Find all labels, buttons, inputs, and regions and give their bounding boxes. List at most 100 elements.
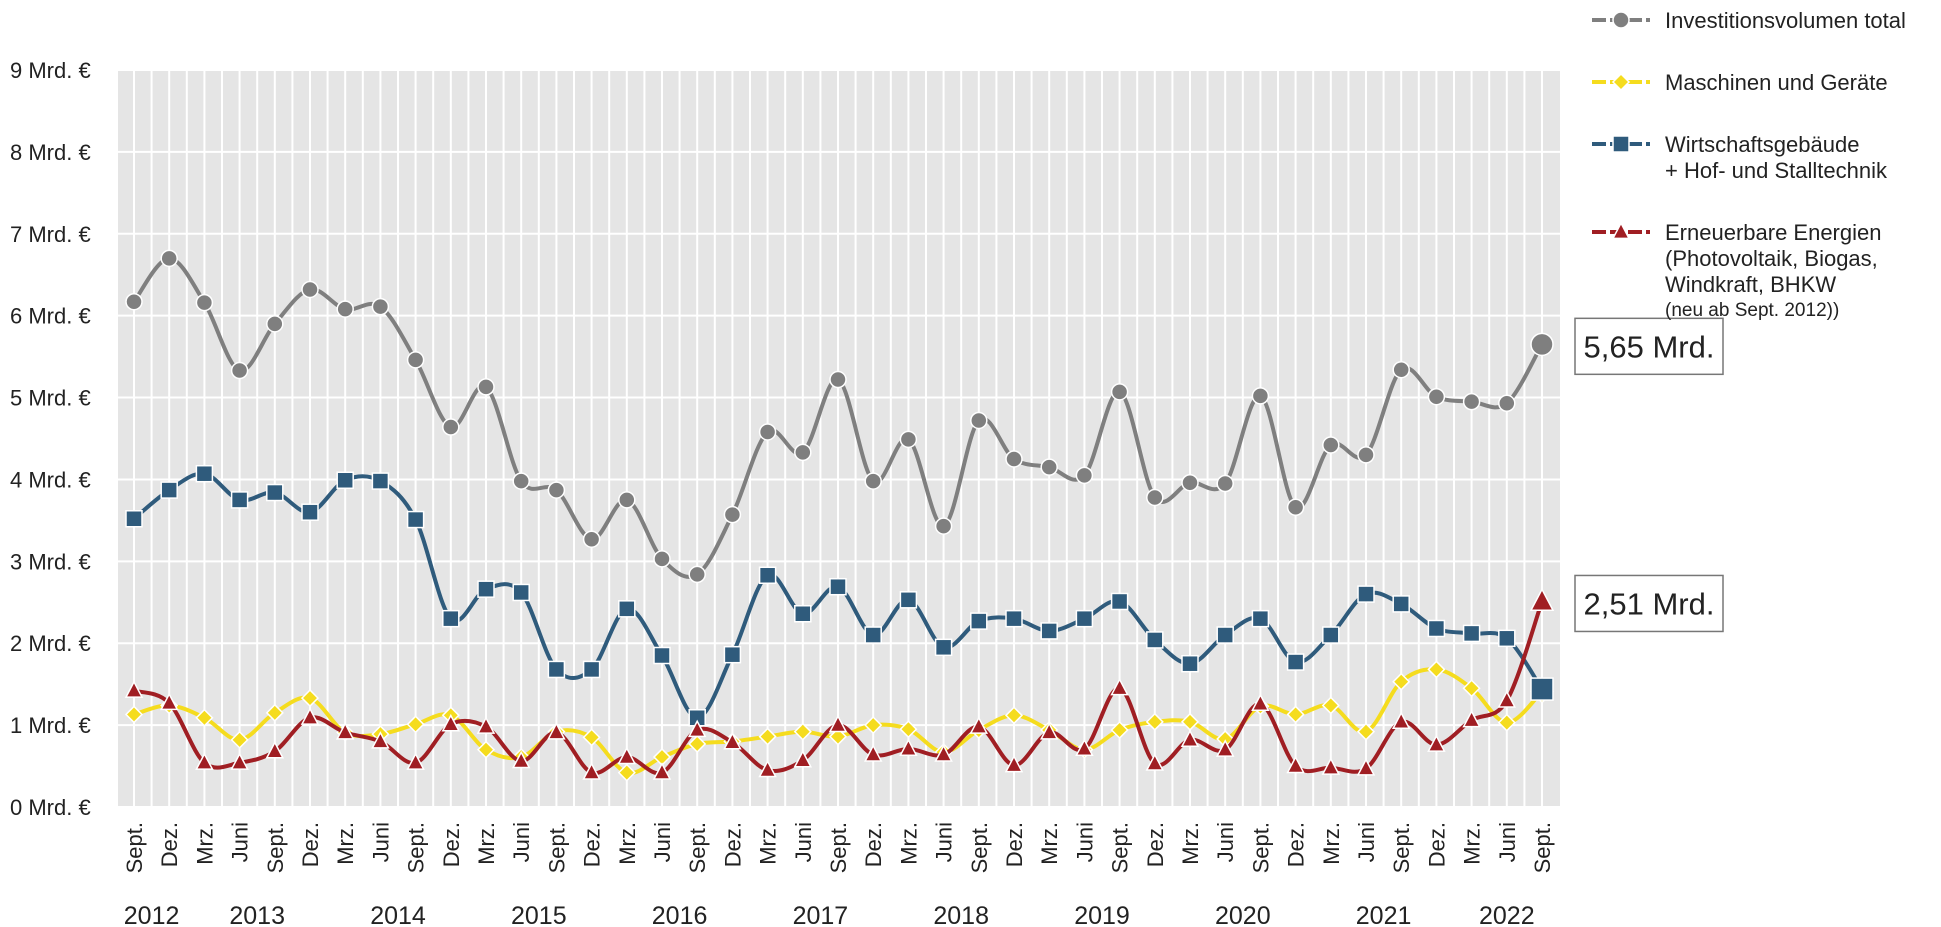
data-point	[863, 744, 883, 762]
data-point	[442, 609, 460, 628]
data-point	[406, 715, 425, 734]
data-point	[829, 577, 847, 596]
x-tick-label: Dez.	[720, 822, 745, 867]
data-point	[230, 361, 249, 380]
data-point	[1180, 729, 1200, 748]
data-point	[618, 600, 636, 618]
data-point	[1251, 693, 1270, 711]
data-point	[1392, 360, 1410, 379]
x-tick-label: Sept.	[122, 822, 147, 873]
data-point	[547, 722, 566, 740]
x-tick-label: Dez.	[298, 822, 323, 867]
data-point	[1110, 677, 1129, 696]
x-tick-label: Mrz.	[474, 822, 499, 865]
data-point	[442, 418, 460, 436]
data-point	[371, 472, 390, 490]
data-point	[934, 517, 953, 535]
data-point	[618, 491, 636, 509]
year-label: 2016	[652, 902, 708, 927]
data-point	[1110, 720, 1129, 740]
data-point	[266, 483, 284, 502]
data-point	[1321, 696, 1340, 715]
data-point	[582, 660, 601, 679]
data-point	[1286, 755, 1305, 774]
value-label: 5,65 Mrd.	[1584, 329, 1715, 364]
data-point	[195, 293, 214, 312]
x-tick-label: Dez.	[1424, 822, 1449, 867]
x-tick-label: Dez.	[439, 822, 464, 867]
x-tick-label: Mrz.	[1178, 822, 1203, 865]
data-point	[301, 503, 319, 521]
data-point	[1286, 498, 1305, 517]
data-point	[1075, 466, 1094, 485]
data-point	[300, 707, 320, 725]
data-point	[1004, 706, 1024, 725]
data-point	[1181, 473, 1199, 492]
data-point	[1322, 626, 1340, 644]
x-tick-label: Sept.	[685, 822, 710, 873]
x-tick-label: Dez.	[1002, 822, 1027, 867]
year-label: 2019	[1074, 902, 1130, 927]
data-point	[547, 660, 566, 679]
legend-marker	[1612, 135, 1630, 153]
data-point	[1110, 383, 1129, 401]
data-point	[899, 738, 918, 757]
data-point	[1498, 629, 1516, 648]
y-tick-label: 0 Mrd. €	[10, 795, 91, 820]
data-point	[1427, 660, 1446, 679]
year-label: 2018	[933, 902, 989, 927]
data-point	[371, 731, 390, 749]
data-point	[582, 762, 601, 780]
data-point	[828, 727, 848, 746]
x-tick-label: Juni	[368, 822, 393, 862]
x-tick-label: Sept.	[826, 822, 851, 873]
y-tick-label: 9 Mrd. €	[10, 58, 91, 83]
x-tick-label: Dez.	[861, 822, 886, 867]
data-point	[829, 370, 847, 389]
x-tick-label: Mrz.	[896, 822, 921, 865]
y-tick-label: 2 Mrd. €	[10, 631, 91, 656]
annotation-box	[1574, 317, 1724, 376]
data-point	[653, 646, 671, 665]
data-point	[969, 716, 989, 734]
y-tick-label: 6 Mrd. €	[10, 304, 91, 329]
data-point	[1005, 609, 1023, 628]
data-point	[476, 716, 496, 734]
data-point	[828, 714, 848, 733]
data-point	[125, 510, 143, 528]
x-tick-label: Sept.	[263, 822, 288, 873]
data-point	[476, 740, 496, 759]
data-point	[1075, 738, 1094, 757]
data-point	[758, 727, 777, 746]
legend-label: Maschinen und Geräte	[1665, 70, 1888, 95]
data-point	[230, 752, 249, 770]
data-point	[1530, 677, 1554, 701]
data-point	[723, 645, 742, 664]
data-point	[511, 750, 531, 769]
x-tick-label: Juni	[650, 822, 675, 862]
annotation-box	[1574, 574, 1724, 633]
x-tick-label: Mrz.	[1460, 822, 1485, 865]
data-point	[1075, 609, 1094, 628]
data-point	[1146, 631, 1164, 649]
x-tick-label: Mrz.	[615, 822, 640, 865]
data-point	[1392, 672, 1411, 691]
data-point	[512, 583, 530, 602]
legend-label: Erneuerbare Energien (Photovoltaik, Bioga…	[1665, 220, 1881, 297]
data-point	[1462, 679, 1481, 698]
data-point	[195, 708, 214, 727]
data-point	[300, 689, 320, 708]
data-point	[582, 530, 601, 548]
data-point	[230, 730, 249, 749]
data-point	[1181, 654, 1199, 673]
data-point	[547, 481, 566, 499]
data-point	[1498, 394, 1516, 413]
x-tick-label: Juni	[1495, 822, 1520, 862]
data-point	[160, 249, 178, 268]
data-point	[230, 491, 249, 509]
x-tick-label: Sept.	[1389, 822, 1414, 873]
legend-marker	[1611, 221, 1631, 240]
data-point	[1322, 436, 1340, 454]
data-point	[653, 550, 671, 568]
